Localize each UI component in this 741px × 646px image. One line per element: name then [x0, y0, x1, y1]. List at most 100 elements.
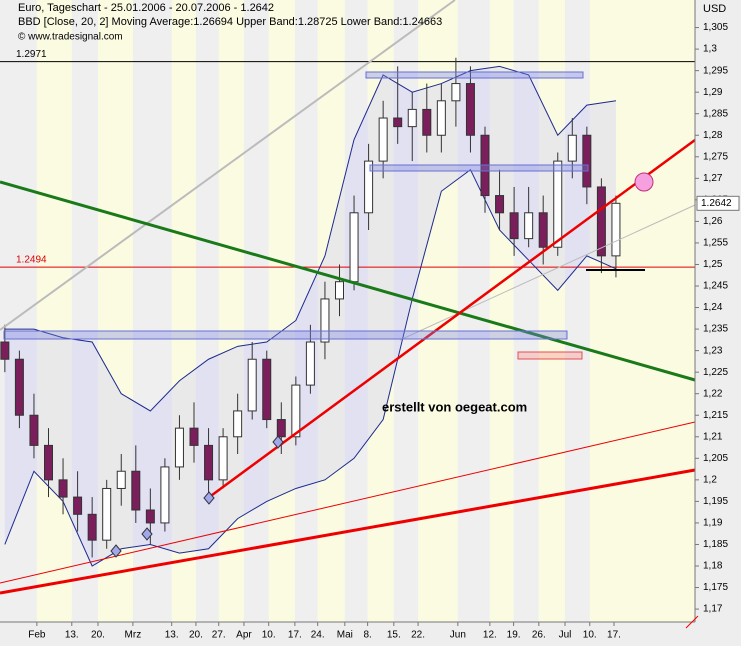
candle-body: [320, 298, 330, 343]
stripe: [589, 0, 615, 622]
candle-body: [451, 83, 461, 102]
x-tick-label: 19.: [507, 630, 521, 641]
marks: 1.2971 1.2494: [0, 49, 695, 567]
x-tick-label: Apr: [236, 630, 252, 641]
candle-body: [174, 427, 184, 468]
y-tick-label: 1,285: [703, 108, 728, 119]
y-tick-label: 1,185: [703, 539, 728, 550]
marker: [634, 172, 654, 192]
stripe: [36, 0, 72, 622]
band-area: [4, 66, 616, 567]
x-tick-label: 13.: [65, 630, 79, 641]
y-tick-label: 1,28: [703, 130, 723, 141]
y-tick-label: 1,255: [703, 238, 728, 249]
candle-body: [436, 100, 446, 136]
candle-body: [102, 487, 112, 541]
x-tick-label: 15.: [387, 630, 401, 641]
diamond: [203, 491, 215, 505]
diamonds: [110, 435, 284, 558]
y-tick-label: 1,215: [703, 410, 728, 421]
candle-body: [218, 436, 228, 481]
candle-body: [407, 108, 417, 128]
x-tick-label: Feb: [28, 630, 46, 641]
horizontal-line-label: 1.2494: [16, 255, 47, 266]
candle-body: [349, 212, 359, 283]
x-tick-label: 20.: [189, 630, 203, 641]
candle-body: [378, 117, 388, 162]
y-axis-area: [695, 0, 741, 646]
candle-body: [145, 509, 155, 524]
stripe: [294, 0, 318, 622]
candle-body: [596, 186, 606, 257]
trend-line: [0, 468, 696, 595]
y-tick-label: 1,235: [703, 324, 728, 335]
horizontal-line-label: 1.2971: [16, 49, 47, 60]
candle-body: [334, 281, 344, 300]
y-tick-label: 1,25: [703, 259, 723, 270]
x-tick-label: 24.: [311, 630, 325, 641]
candle-body: [14, 358, 24, 416]
stripe: [614, 0, 695, 622]
stripe: [489, 0, 514, 622]
y-tick-label: 1,24: [703, 302, 723, 313]
candle-body: [465, 83, 475, 136]
y-tick-label: 1,18: [703, 561, 723, 572]
y-tick-label: 1,275: [703, 151, 728, 162]
x-tick-label: 10.: [262, 630, 276, 641]
candle-body: [160, 466, 170, 524]
x-tick-label: Mai: [337, 630, 353, 641]
stripe: [565, 0, 590, 622]
candle-body: [567, 134, 577, 162]
candle-body: [58, 479, 68, 498]
annotation: erstellt von oegeat.com: [382, 399, 527, 414]
candle-body: [276, 419, 286, 438]
last-value-box: [696, 195, 740, 211]
candle-body: [247, 358, 257, 412]
trend-line: [0, 0, 456, 331]
stripe: [218, 0, 244, 622]
y-tick-label: 1,27: [703, 173, 723, 184]
x-tick-label: 17.: [607, 630, 621, 641]
candle-body: [131, 470, 141, 511]
x-tick-label: 20.: [91, 630, 105, 641]
source: © www.tradesignal.com: [18, 32, 123, 43]
candle-body: [43, 444, 53, 481]
x-axis-area: [0, 622, 695, 646]
stripe: [367, 0, 394, 622]
stripe: [538, 0, 566, 622]
y-tick-label: 1,205: [703, 453, 728, 464]
x-tick-label: Jun: [450, 630, 466, 641]
candle-body: [233, 410, 243, 438]
candle-body: [524, 212, 534, 240]
zone: [3, 330, 568, 340]
candle-body: [87, 513, 97, 541]
candle-body: [116, 470, 126, 489]
y-tick-label: 1,26: [703, 216, 723, 227]
corner-mark: [685, 615, 699, 629]
x-tick-label: 13.: [165, 630, 179, 641]
band-line: [4, 65, 617, 412]
stripe: [171, 0, 196, 622]
stripe: [268, 0, 295, 622]
x-tick-label: 26.: [532, 630, 546, 641]
stripe: [513, 0, 539, 622]
stripe: [0, 0, 37, 622]
zone: [365, 71, 584, 79]
candle-body: [364, 160, 374, 214]
candle-body: [495, 195, 505, 214]
y-tick-label: 1,21: [703, 431, 723, 442]
diamond: [141, 527, 153, 541]
candle-body: [262, 358, 272, 421]
x-tick-label: Mrz: [125, 630, 142, 641]
trend-line: [399, 204, 696, 341]
candle-body: [509, 212, 519, 240]
y-tick-label: 1,17: [703, 604, 723, 615]
y-tick-label: 1,305: [703, 22, 728, 33]
axes: 1,17 1,175 1,18 1,185 1,19 1,195 1,2 1,205 1,21 1…: [28, 22, 740, 641]
x-tick-label: 10.: [583, 630, 597, 641]
candle-body: [291, 384, 301, 438]
last-value-label: 1.2642: [701, 198, 732, 209]
candle-body: [73, 496, 83, 515]
diamond: [110, 544, 122, 558]
